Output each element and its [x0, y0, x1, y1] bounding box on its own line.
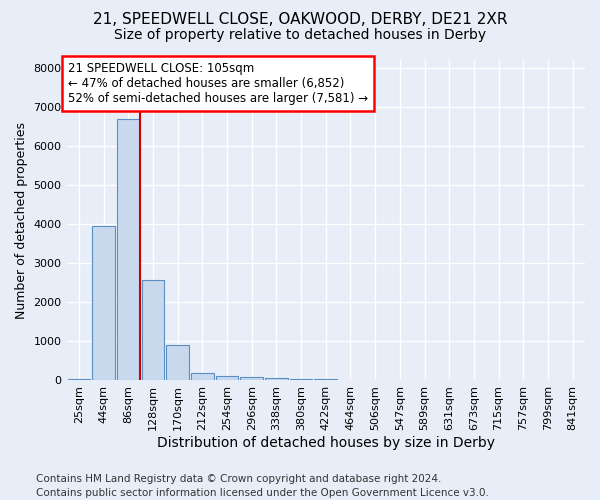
Y-axis label: Number of detached properties: Number of detached properties: [15, 122, 28, 318]
Bar: [290, 378, 313, 380]
Text: Contains HM Land Registry data © Crown copyright and database right 2024.
Contai: Contains HM Land Registry data © Crown c…: [36, 474, 489, 498]
Bar: [92, 226, 115, 380]
Bar: [215, 376, 238, 380]
Text: 21, SPEEDWELL CLOSE, OAKWOOD, DERBY, DE21 2XR: 21, SPEEDWELL CLOSE, OAKWOOD, DERBY, DE2…: [93, 12, 507, 28]
Bar: [265, 378, 288, 380]
Bar: [166, 346, 189, 380]
Bar: [117, 120, 140, 380]
Text: 21 SPEEDWELL CLOSE: 105sqm
← 47% of detached houses are smaller (6,852)
52% of s: 21 SPEEDWELL CLOSE: 105sqm ← 47% of deta…: [68, 62, 368, 104]
Text: Size of property relative to detached houses in Derby: Size of property relative to detached ho…: [114, 28, 486, 42]
X-axis label: Distribution of detached houses by size in Derby: Distribution of detached houses by size …: [157, 436, 495, 450]
Bar: [191, 373, 214, 380]
Bar: [241, 376, 263, 380]
Bar: [142, 280, 164, 380]
